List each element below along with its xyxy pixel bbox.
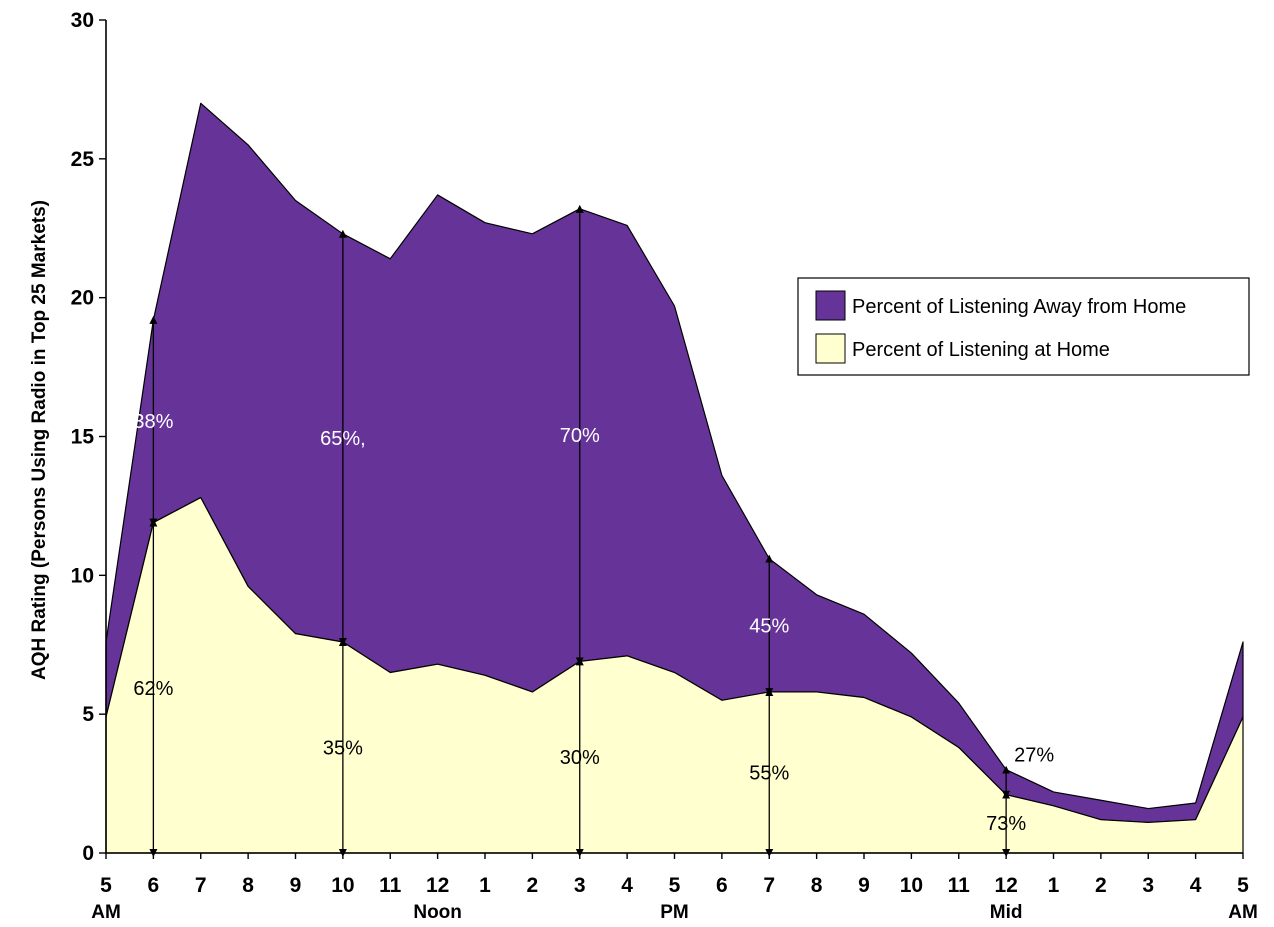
y-tick-label: 30 [71,9,94,32]
x-tick-label: 12 [994,874,1017,897]
x-tick-label: 4 [621,874,633,897]
y-tick-label: 25 [71,148,95,171]
x-tick-label: 6 [716,874,728,897]
label-away-percent: 27% [1014,745,1054,767]
x-tick-label: 5 [100,874,112,897]
x-tick-label: 8 [811,874,823,897]
x-tick-label: 10 [331,874,354,897]
percent-labels: 62% 38% 35% 65%, 30% 70% 55% 45% 73% 27% [133,411,1054,835]
legend-label-home: Percent of Listening at Home [852,339,1110,361]
label-home-percent: 35% [323,737,363,759]
x-period-label: Mid [990,902,1023,923]
x-tick-label: 5 [669,874,681,897]
legend-swatch-away [815,290,846,321]
y-tick-label: 5 [82,703,94,726]
x-tick-label: 6 [148,874,160,897]
y-tick-label: 0 [82,842,94,865]
x-tick-label: 1 [479,874,491,897]
legend: Percent of Listening Away from Home Perc… [797,277,1250,376]
x-period-label: Noon [413,902,462,923]
y-tick-label: 20 [71,287,94,310]
y-tick-label: 10 [71,564,94,587]
x-tick-label: 11 [379,874,402,897]
x-tick-label: 1 [1048,874,1060,897]
x-tick-label: 7 [763,874,775,897]
label-away-percent: 38% [133,411,173,433]
x-tick-label: 2 [1095,874,1107,897]
label-away-percent: 45% [749,615,789,637]
y-axis-title: AQH Rating (Persons Using Radio in Top 2… [29,200,50,680]
area-layers [105,102,1244,854]
x-tick-label: 5 [1237,874,1249,897]
x-tick-label: 10 [900,874,923,897]
label-home-percent: 73% [986,813,1026,835]
x-period-label: PM [660,902,689,923]
x-tick-label: 4 [1190,874,1202,897]
label-home-percent: 62% [133,678,173,700]
x-tick-label: 3 [1142,874,1154,897]
label-away-percent: 65%, [320,428,366,450]
x-tick-label: 9 [858,874,870,897]
x-tick-label: 9 [290,874,302,897]
x-period-label: AM [1228,902,1258,923]
area-at-home [105,496,1244,854]
label-home-percent: 30% [560,747,600,769]
x-tick-label: 8 [242,874,254,897]
y-tick-label: 15 [71,426,95,449]
label-home-percent: 55% [749,762,789,784]
x-period-label: AM [91,902,121,923]
x-tick-label: 12 [426,874,449,897]
legend-box [797,277,1250,376]
x-tick-label: 11 [948,874,971,897]
x-tick-label: 3 [574,874,586,897]
x-tick-label: 2 [527,874,539,897]
x-tick-label: 7 [195,874,207,897]
legend-swatch-home [815,333,846,364]
label-away-percent: 70% [560,425,600,447]
legend-label-away: Percent of Listening Away from Home [852,296,1186,318]
percent-arrows [149,204,1011,857]
